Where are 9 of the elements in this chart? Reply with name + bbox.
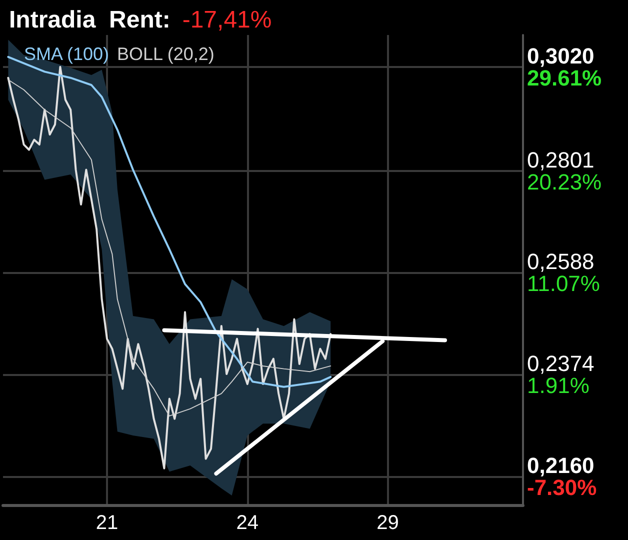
x-tick-label: 24 (236, 512, 259, 534)
series-label: SMA (100) (24, 44, 110, 64)
y-tick-label: 0,2160 (527, 452, 594, 478)
text: BOLL (20,2) (117, 44, 214, 64)
x-tick-label: 21 (96, 512, 118, 534)
y-tick-label: 0,3020 (527, 43, 594, 68)
x-tick-label: 29 (376, 512, 399, 534)
chart-title: Intradia Rent: (9, 6, 170, 34)
text: -17,41% (182, 6, 272, 34)
